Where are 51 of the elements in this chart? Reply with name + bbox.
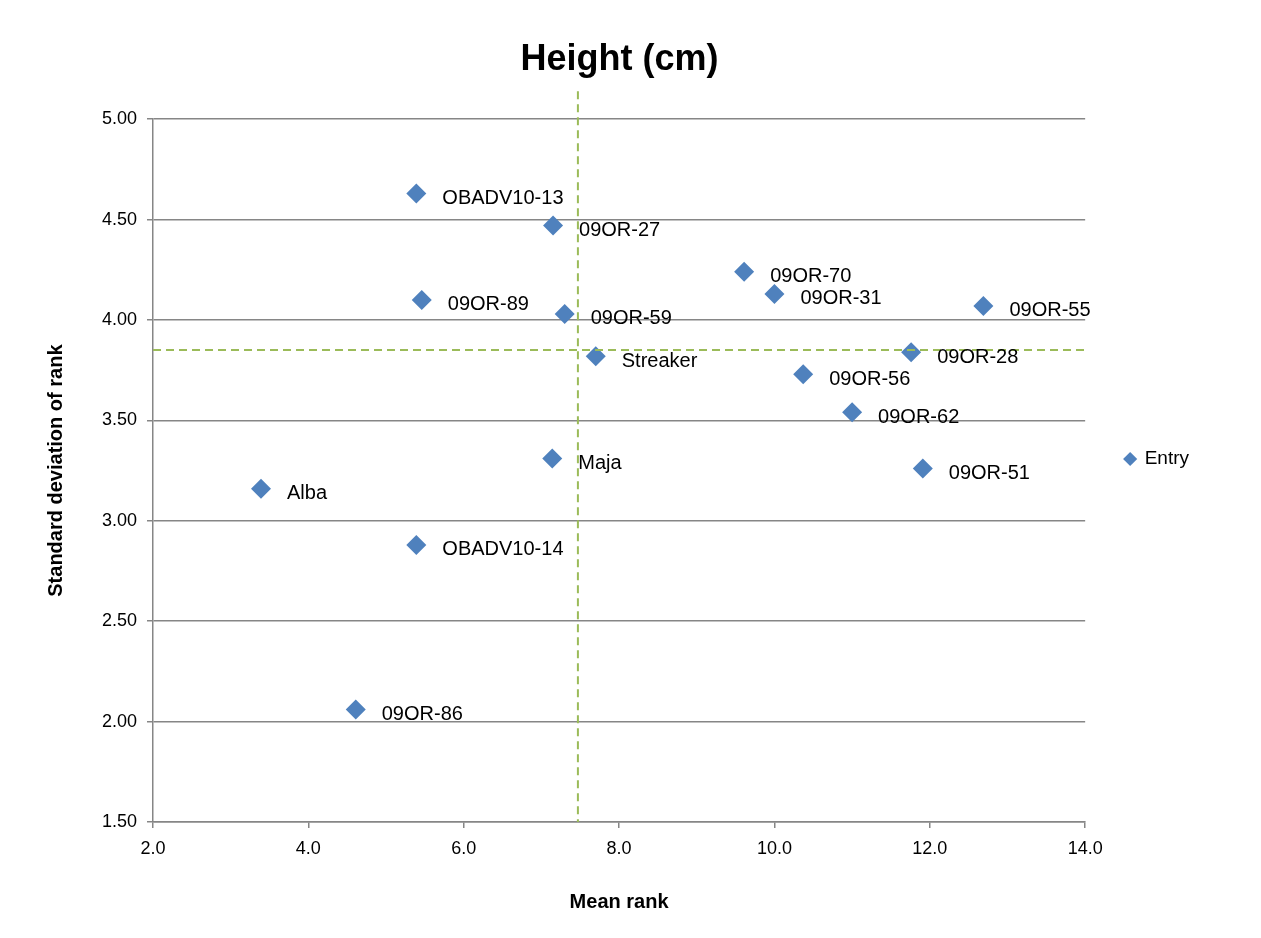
x-tick-label: 2.0: [140, 837, 166, 858]
point: [406, 183, 427, 204]
y-tick-label: 4.50: [101, 208, 137, 229]
legend-label: Entry: [1144, 447, 1190, 469]
annotation: 09OR-89: [447, 292, 529, 315]
y-tick-label: 3.50: [101, 409, 137, 430]
annotation: 09OR-51: [948, 461, 1030, 484]
x-tick-label: 12.0: [912, 837, 948, 858]
point: [345, 699, 366, 720]
point: [542, 448, 563, 469]
y-tick-label: 5.00: [101, 108, 137, 129]
annotation: 09OR-31: [800, 286, 882, 309]
annotation: 09OR-59: [590, 306, 672, 329]
y-tick-label: 2.50: [101, 610, 137, 631]
point: [901, 342, 922, 363]
point: [973, 295, 994, 316]
chart-title: Height (cm): [520, 36, 719, 78]
point: [585, 346, 606, 367]
x-tick-label: 14.0: [1067, 837, 1103, 858]
y-tick-label: 2.00: [101, 710, 137, 731]
point: [734, 261, 755, 282]
annotation: Streaker: [621, 348, 698, 371]
point: [411, 289, 432, 310]
point: [543, 215, 564, 236]
point: [250, 478, 271, 499]
y-tick-label: 3.00: [101, 509, 137, 530]
x-tick-label: 8.0: [606, 837, 632, 858]
x-axis-title: Mean rank: [569, 889, 670, 912]
x-tick-label: 4.0: [295, 837, 321, 858]
annotation: 09OR-70: [770, 264, 852, 287]
y-tick-label: 4.00: [101, 308, 137, 329]
y-axis-title: Standard deviation of rank: [43, 343, 66, 597]
y-tick-label: 1.50: [101, 810, 137, 831]
annotation: 09OR-56: [829, 366, 911, 389]
annotation: 09OR-62: [878, 404, 960, 427]
point: [912, 458, 933, 479]
annotation: 09OR-27: [579, 218, 661, 241]
point: [764, 283, 785, 304]
annotation: OBADV10-13: [442, 186, 564, 209]
annotation: 09OR-86: [381, 702, 463, 725]
point: [406, 534, 427, 555]
annotation: Maja: [578, 451, 623, 474]
annotation: OBADV10-14: [442, 537, 564, 560]
annotation: Alba: [286, 481, 328, 504]
point: [842, 402, 863, 423]
annotation: 09OR-55: [1009, 298, 1091, 321]
annotation: 09OR-28: [937, 344, 1019, 367]
x-tick-label: 6.0: [451, 837, 477, 858]
x-tick-label: 10.0: [756, 837, 792, 858]
point: [554, 303, 575, 324]
point: [793, 364, 814, 385]
